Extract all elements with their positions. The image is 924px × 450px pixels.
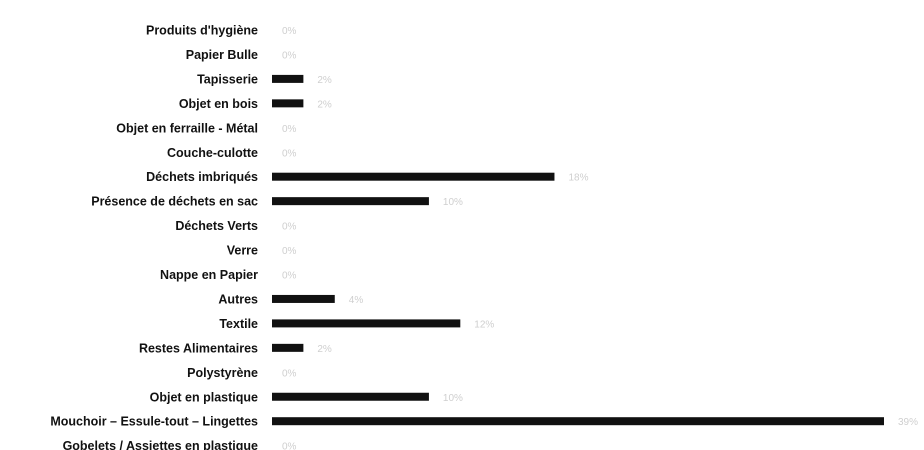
category-label-verre: Verre (227, 244, 258, 258)
value-label-gobelets-assiettes-en-plastique: 0% (282, 442, 297, 450)
category-label-restes-alimentaires: Restes Alimentaires (139, 341, 258, 355)
value-label-objet-en-ferraille-metal: 0% (282, 124, 297, 135)
value-label-objet-en-plastique: 10% (443, 393, 463, 404)
bar-autres (272, 294, 335, 303)
category-label-couche-culotte: Couche-culotte (167, 146, 258, 160)
value-label-produits-d-hygiene: 0% (282, 26, 297, 37)
value-label-polystyrene: 0% (282, 368, 297, 379)
bar-presence-de-dechets-en-sac (272, 197, 429, 206)
value-label-presence-de-dechets-en-sac: 10% (443, 197, 463, 208)
category-label-nappe-en-papier: Nappe en Papier (160, 268, 258, 282)
bar-objet-en-bois (272, 99, 304, 108)
value-label-dechets-imbriques: 18% (568, 173, 588, 184)
value-label-autres: 4% (349, 295, 364, 306)
category-label-autres: Autres (218, 292, 258, 306)
bar-tapisserie (272, 74, 304, 83)
value-label-mouchoir-essule-tout-lingettes: 39% (898, 417, 918, 428)
value-label-dechets-verts: 0% (282, 222, 297, 233)
category-label-papier-bulle: Papier Bulle (186, 48, 258, 62)
category-label-dechets-verts: Déchets Verts (175, 219, 258, 233)
value-label-objet-en-bois: 2% (317, 99, 332, 110)
category-label-objet-en-bois: Objet en bois (179, 97, 258, 111)
bars (272, 74, 884, 426)
category-label-mouchoir-essule-tout-lingettes: Mouchoir – Essule-tout – Lingettes (50, 415, 258, 429)
category-label-produits-d-hygiene: Produits d'hygiène (146, 24, 258, 38)
bar-dechets-imbriques (272, 172, 555, 181)
value-label-couche-culotte: 0% (282, 148, 297, 159)
value-label-textile: 12% (474, 319, 494, 330)
bar-textile (272, 319, 461, 328)
value-label-nappe-en-papier: 0% (282, 271, 297, 282)
category-label-objet-en-ferraille-metal: Objet en ferraille - Métal (116, 121, 258, 135)
value-label-tapisserie: 2% (317, 75, 332, 86)
category-label-presence-de-dechets-en-sac: Présence de déchets en sac (91, 195, 258, 209)
category-label-dechets-imbriques: Déchets imbriqués (146, 170, 258, 184)
value-labels: 0% 0% 2% 2% 0% 0% 18% 10% 0% 0% 0% 4% 12% 2% 0% 10% 39% 0… (282, 26, 918, 450)
bar-mouchoir-essule-tout-lingettes (272, 417, 884, 426)
bar-objet-en-plastique (272, 392, 429, 401)
bar-restes-alimentaires (272, 343, 304, 352)
value-label-papier-bulle: 0% (282, 50, 297, 61)
category-label-gobelets-assiettes-en-plastique: Gobelets / Assiettes en plastique (63, 439, 258, 450)
category-label-objet-en-plastique: Objet en plastique (150, 390, 258, 404)
category-label-textile: Textile (219, 317, 258, 331)
category-label-polystyrene: Polystyrène (187, 366, 258, 380)
value-label-restes-alimentaires: 2% (317, 344, 332, 355)
value-label-verre: 0% (282, 246, 297, 257)
category-labels: Produits d'hygiène Papier Bulle Tapisserie… (50, 24, 258, 450)
category-label-tapisserie: Tapisserie (197, 72, 258, 86)
